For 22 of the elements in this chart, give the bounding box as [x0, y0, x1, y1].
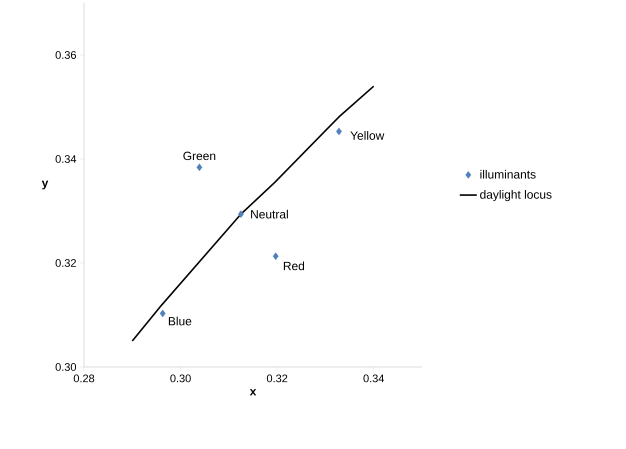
point	[238, 210, 244, 218]
data-label: Red	[284, 261, 304, 270]
x-axis-title: x	[250, 389, 256, 396]
y-axis-title: y	[42, 180, 48, 190]
y-tick-label: 0.34	[56, 155, 76, 163]
legend-label: illuminants	[480, 170, 536, 179]
point	[272, 252, 279, 260]
x-tick-label: 0.32	[266, 374, 288, 382]
point	[196, 164, 202, 172]
y-tick-label: 0.30	[56, 363, 76, 371]
x-tick-label: 0.34	[363, 374, 384, 382]
y-tick-label: 0.32	[56, 259, 76, 267]
data-label: Blue	[168, 316, 192, 326]
data-label: Green	[183, 152, 216, 160]
data-label: Neutral	[251, 210, 288, 218]
x-tick-label: 0.30	[170, 374, 191, 382]
point	[336, 128, 342, 136]
point	[160, 310, 166, 318]
x-tick-label: 0.28	[74, 374, 94, 382]
data-label: Yellow	[350, 131, 384, 140]
y-tick-label: 0.36	[56, 51, 76, 59]
legend-label: daylight locus	[480, 190, 552, 202]
